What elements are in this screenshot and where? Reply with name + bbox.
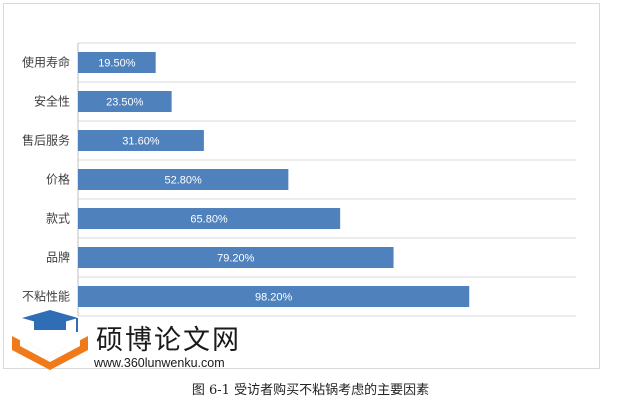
bar — [78, 247, 394, 268]
category-label: 售后服务 — [22, 133, 70, 148]
bar — [78, 52, 156, 73]
bar — [78, 91, 172, 112]
data-label: 31.60% — [122, 136, 160, 148]
category-label: 安全性 — [34, 94, 70, 109]
data-label: 52.80% — [165, 175, 203, 187]
figure-caption: 图 6-1 受访者购买不粘锅考虑的主要因素 — [191, 383, 430, 398]
category-label: 不粘性能 — [22, 289, 70, 304]
data-label: 23.50% — [106, 97, 144, 109]
watermark-url: www.360lunwenku.com — [94, 356, 225, 370]
bar — [78, 130, 204, 151]
graduation-cap-logo-icon — [12, 310, 88, 370]
data-label: 79.20% — [217, 253, 255, 265]
watermark-title: 硕博论文网 — [96, 325, 241, 356]
bar — [78, 169, 289, 190]
category-label: 价格 — [46, 172, 70, 187]
data-label: 19.50% — [98, 58, 136, 70]
category-label: 款式 — [46, 212, 70, 226]
category-label: 使用寿命 — [22, 55, 70, 70]
data-label: 65.80% — [190, 214, 228, 226]
bar — [78, 286, 470, 307]
category-label: 品牌 — [46, 251, 70, 265]
bar — [78, 208, 341, 229]
data-label: 98.20% — [255, 292, 293, 304]
watermark: 硕博论文网 www.360lunwenku.com — [8, 310, 298, 376]
chart-frame — [3, 3, 600, 369]
